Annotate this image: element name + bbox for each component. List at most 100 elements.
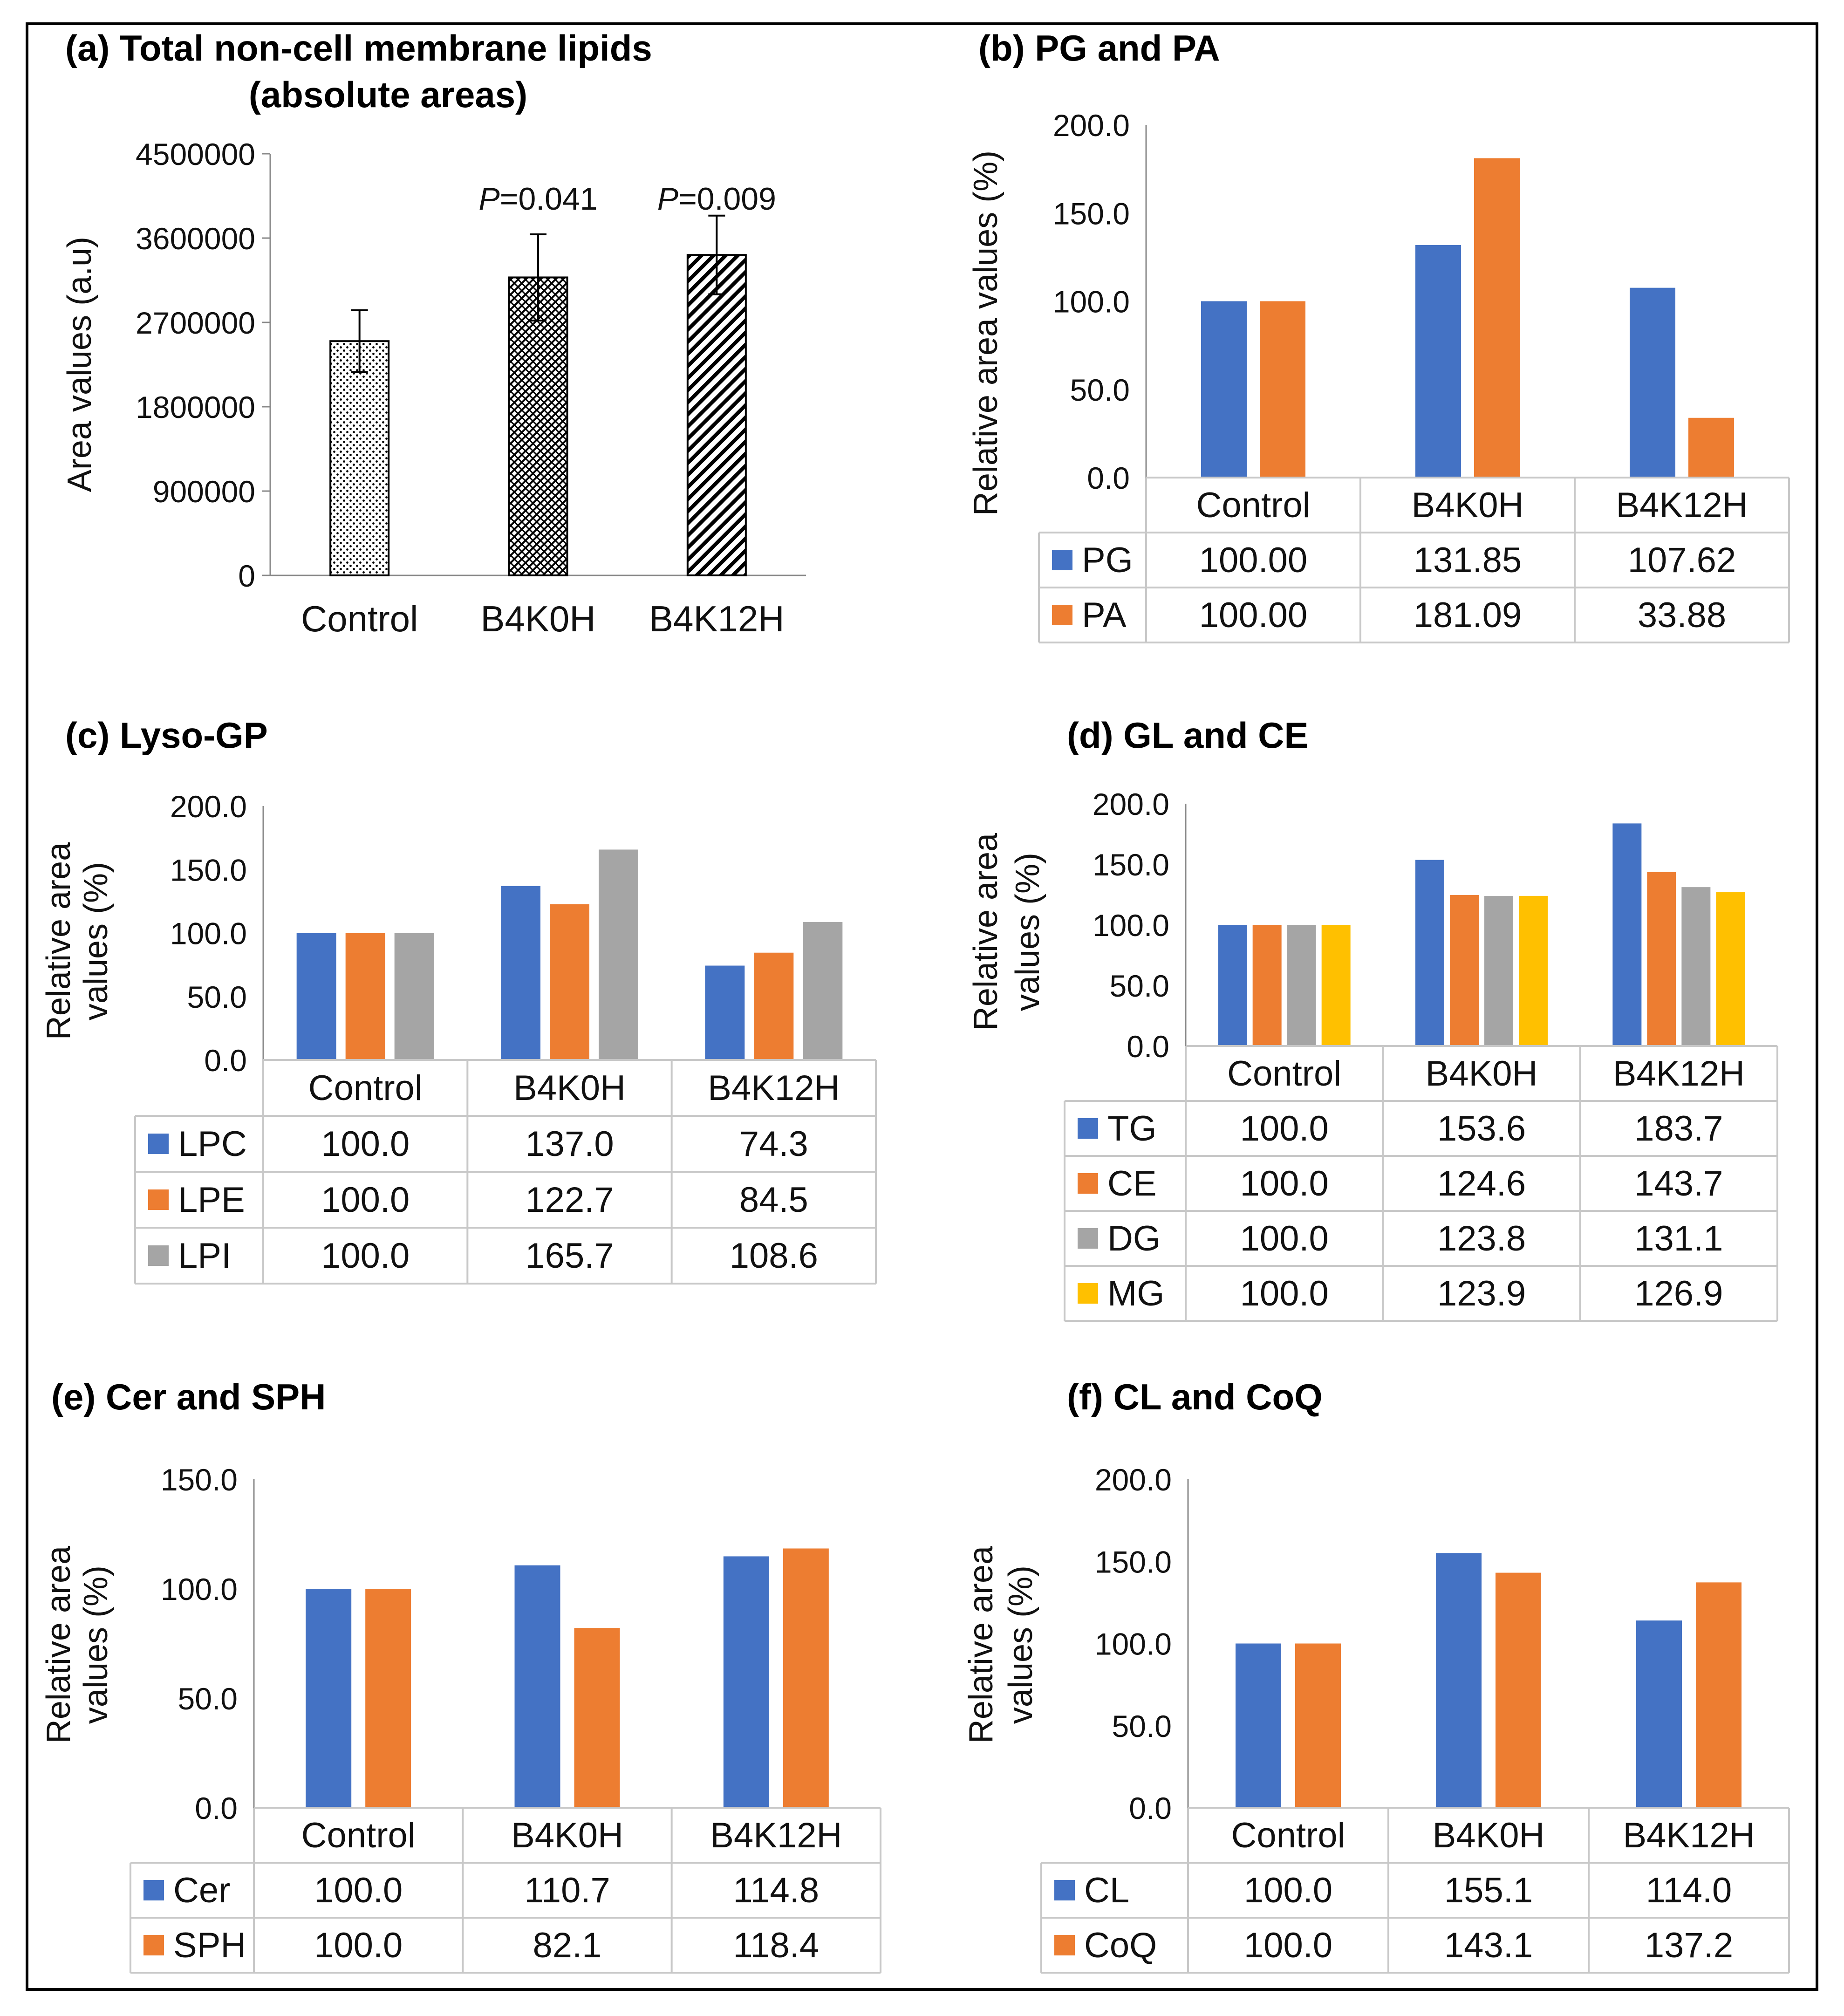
table-value: 153.6: [1437, 1109, 1526, 1148]
table-value: 165.7: [525, 1236, 614, 1276]
bar-tg-b4k0h: [1415, 860, 1444, 1046]
bar-mg-b4k12h: [1716, 892, 1745, 1046]
table-header-control: Control: [1227, 1054, 1341, 1093]
legend-label-coq: CoQ: [1084, 1926, 1157, 1965]
table-value: 131.85: [1414, 540, 1522, 580]
bar-sph-b4k0h: [574, 1628, 620, 1808]
y-tick-label: 150.0: [1095, 1544, 1172, 1579]
table-value: 143.7: [1634, 1164, 1723, 1203]
y-axis-label: Relative area: [40, 842, 77, 1040]
legend-label-sph: SPH: [173, 1926, 246, 1965]
y-tick-label: 100.0: [170, 916, 247, 951]
table-header-b4k12h: B4K12H: [708, 1068, 840, 1108]
y-tick-label: 0.0: [195, 1791, 238, 1825]
panel-title: (d) GL and CE: [1067, 715, 1309, 756]
y-tick-label: 50.0: [1110, 969, 1169, 1003]
table-value: 74.3: [739, 1124, 808, 1164]
p-value-annotation: P=0.009: [657, 181, 776, 217]
panel-d: (d) GL and CE Relative area values (%) 0.0 5…: [967, 715, 1778, 1322]
y-tick-label: 150.0: [170, 853, 247, 887]
y-tick-label: 200.0: [1053, 108, 1130, 143]
bar-mg-b4k0h: [1519, 895, 1548, 1046]
bar-lpc-b4k0h: [501, 886, 540, 1060]
bar-sph-b4k12h: [783, 1548, 829, 1808]
panel-title-line2: (absolute areas): [249, 74, 527, 115]
table-header-control: Control: [1231, 1816, 1345, 1855]
x-category-label: B4K12H: [649, 598, 785, 639]
bar-pa-control: [1260, 301, 1305, 478]
y-axis-label-line2: values (%): [1009, 853, 1046, 1011]
figure-frame: [26, 22, 1818, 1991]
table-value: 122.7: [525, 1180, 614, 1220]
table-value: 100.0: [1240, 1109, 1329, 1148]
y-tick-label: 200.0: [1095, 1462, 1172, 1497]
legend-key-pg: [1052, 550, 1072, 570]
panel-a: (a) Total non-cell membrane lipids (absol…: [61, 27, 806, 639]
table-value: 84.5: [739, 1180, 808, 1220]
legend-key-coq: [1054, 1935, 1075, 1955]
table-value: 33.88: [1638, 595, 1726, 635]
y-tick-label: 200.0: [1093, 787, 1169, 821]
y-tick-label: 50.0: [187, 980, 247, 1014]
table-value: 100.0: [1240, 1219, 1329, 1258]
bar-coq-b4k12h: [1696, 1582, 1742, 1808]
bar-cer-b4k12h: [723, 1556, 769, 1808]
table-header-b4k12h: B4K12H: [710, 1816, 842, 1855]
y-tick-label: 50.0: [1070, 373, 1130, 407]
table-header-b4k0h: B4K0H: [1412, 485, 1524, 525]
y-tick-label: 0.0: [1127, 1029, 1169, 1064]
table-value: 114.0: [1646, 1871, 1732, 1910]
table-header-b4k12h: B4K12H: [1616, 485, 1748, 525]
panel-c: (c) Lyso-GP Relative area values (%) 0.0 50.…: [40, 715, 877, 1285]
x-category-label: Control: [301, 598, 418, 639]
legend-key-cl: [1054, 1880, 1075, 1900]
y-tick-label: 4500000: [136, 137, 255, 171]
table-value: 100.0: [1244, 1926, 1332, 1965]
bar-tg-control: [1218, 925, 1247, 1046]
legend-label-cer: Cer: [173, 1871, 230, 1910]
y-axis-label: Area values (a.u): [61, 237, 98, 492]
y-tick-label: 3600000: [136, 221, 255, 256]
table-value: 100.0: [314, 1926, 403, 1965]
y-tick-label: 100.0: [1095, 1627, 1172, 1661]
table-value: 82.1: [533, 1926, 602, 1965]
legend-key-lpi: [148, 1245, 169, 1266]
y-tick-label: 100.0: [1093, 908, 1169, 943]
y-axis-label: Relative area: [40, 1545, 77, 1743]
table-value: 100.0: [1244, 1871, 1332, 1910]
table-value: 108.6: [730, 1236, 818, 1276]
table-header-control: Control: [301, 1816, 416, 1855]
table-value: 100.00: [1199, 540, 1307, 580]
panel-b: (b) PG and PA Relative area values (%) 0.0…: [967, 27, 1790, 643]
bar-tg-b4k12h: [1612, 823, 1642, 1046]
p-value-annotation: P=0.041: [478, 181, 597, 217]
panel-title: (b) PG and PA: [978, 27, 1220, 68]
legend-label-tg: TG: [1107, 1109, 1157, 1148]
table-value: 181.09: [1414, 595, 1522, 635]
table-value: 100.0: [321, 1236, 410, 1276]
bar-mg-control: [1321, 925, 1351, 1046]
y-tick-label: 900000: [153, 474, 255, 509]
bar-lpe-b4k12h: [754, 952, 794, 1060]
y-axis-label-line2: values (%): [1002, 1565, 1039, 1724]
legend-key-pa: [1052, 605, 1072, 625]
table-value: 100.0: [321, 1180, 410, 1220]
y-tick-label: 0: [238, 559, 255, 593]
table-value: 137.2: [1645, 1926, 1733, 1965]
table-value: 100.0: [1240, 1164, 1329, 1203]
bar-lpe-b4k0h: [550, 904, 589, 1060]
panel-title: (f) CL and CoQ: [1067, 1376, 1323, 1417]
y-tick-label: 0.0: [1087, 461, 1130, 495]
table-value: 110.7: [524, 1871, 610, 1910]
table-header-control: Control: [308, 1068, 423, 1108]
bar-cer-control: [306, 1589, 352, 1808]
bar-pg-control: [1201, 301, 1247, 478]
table-value: 114.8: [733, 1871, 820, 1910]
legend-key-lpc: [148, 1134, 169, 1154]
bar-cl-b4k12h: [1636, 1620, 1682, 1808]
bar-ce-b4k12h: [1647, 872, 1676, 1046]
table-value: 100.0: [1240, 1274, 1329, 1313]
bar-lpi-b4k0h: [599, 849, 638, 1060]
bar-control: [329, 340, 390, 576]
table-value: 155.1: [1444, 1871, 1533, 1910]
